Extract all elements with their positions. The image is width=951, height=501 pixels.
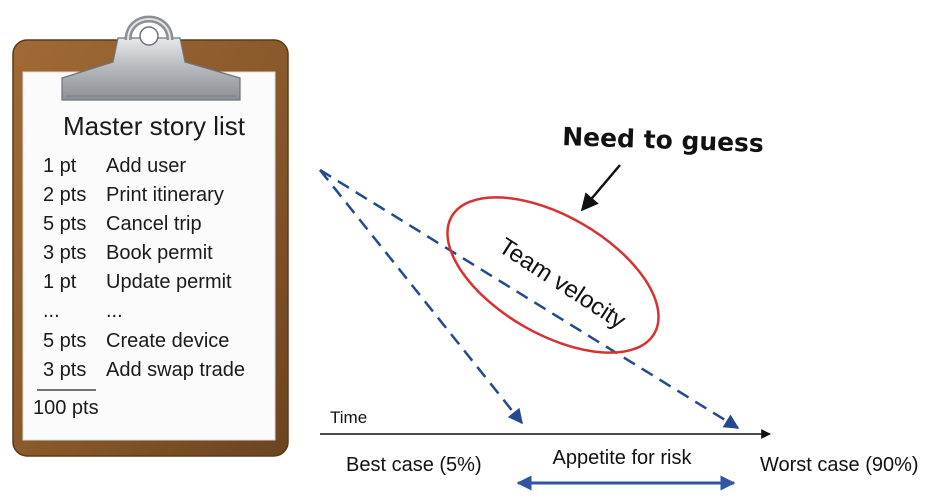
story-name: Add swap trade [106, 359, 245, 381]
clipboard-paper [22, 71, 276, 441]
worst-case-label: Worst case (90%) [760, 454, 919, 476]
worst-case-projection [319, 168, 740, 430]
best-case-label: Best case (5%) [346, 454, 482, 476]
story-name: ... [106, 300, 123, 322]
callout-text: Need to guess [562, 122, 765, 158]
story-points: 5 pts [43, 213, 86, 235]
velocity-ellipse [446, 196, 660, 354]
story-name: Print itinerary [106, 184, 224, 206]
clipboard-clip-icon [61, 15, 241, 101]
story-points: 3 pts [43, 242, 86, 264]
story-name: Book permit [106, 242, 213, 264]
story-name: Update permit [106, 271, 232, 293]
story-total: 100 pts [33, 397, 99, 419]
story-name: Add user [106, 155, 186, 177]
story-list-title: Master story list [63, 111, 246, 141]
time-axis-label: Time [330, 408, 367, 427]
story-points: ... [43, 300, 60, 322]
story-name: Cancel trip [106, 213, 202, 235]
best-case-projection [319, 169, 523, 425]
story-list: 1 pt Add user 2 pts Print itinerary 5 pt… [43, 155, 245, 381]
story-points: 1 pt [43, 271, 77, 293]
story-points: 2 pts [43, 184, 86, 206]
risk-label: Appetite for risk [553, 447, 693, 469]
story-points: 5 pts [43, 330, 86, 352]
story-name: Create device [106, 330, 229, 352]
callout-arrow-icon [580, 164, 621, 212]
story-points: 1 pt [43, 155, 77, 177]
clipboard: Master story list 1 pt Add user 2 pts Pr… [12, 15, 289, 457]
story-points: 3 pts [43, 359, 86, 381]
